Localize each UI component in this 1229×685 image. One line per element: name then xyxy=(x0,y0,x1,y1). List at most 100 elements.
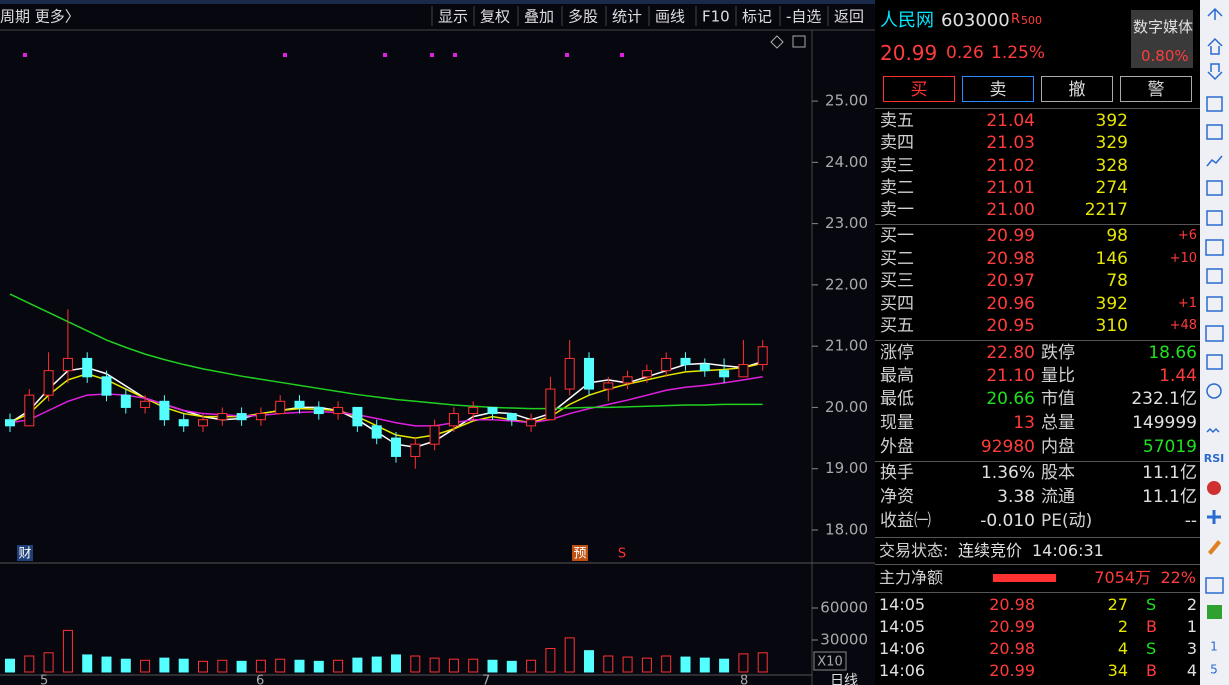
bid-price: 20.95 xyxy=(986,316,1035,336)
candle-body xyxy=(5,419,15,427)
icon-f10[interactable] xyxy=(1205,239,1224,256)
stat-label: 最高 xyxy=(880,366,914,386)
candle-body xyxy=(487,406,498,415)
volume-bar xyxy=(468,658,479,673)
toolbar-button[interactable]: 统计 xyxy=(612,8,642,26)
tick-volume: 27 xyxy=(1107,595,1128,614)
separator xyxy=(875,564,1200,565)
icon-i[interactable] xyxy=(1206,354,1223,370)
candle-body xyxy=(275,400,286,415)
icon-up[interactable] xyxy=(1207,37,1223,55)
stat-label: 现量 xyxy=(880,413,914,433)
icon-k[interactable] xyxy=(1206,427,1220,434)
candle-body xyxy=(584,357,594,390)
icon-pen[interactable] xyxy=(1208,540,1221,555)
toolbar-button[interactable]: -自选 xyxy=(786,8,821,26)
ask-price: 21.01 xyxy=(986,177,1035,198)
ask-price: 21.00 xyxy=(986,200,1035,221)
toolbar-button[interactable]: 复权 xyxy=(480,8,510,26)
toolbar-button[interactable]: 画线 xyxy=(655,8,685,26)
event-badge xyxy=(17,545,33,561)
tick-volume: 34 xyxy=(1107,661,1128,680)
tick-count: 1 xyxy=(1186,617,1197,636)
bid-price: 20.97 xyxy=(986,271,1035,291)
icon-rsi[interactable]: RSI xyxy=(1204,452,1225,465)
flow-label: 主力净额 xyxy=(879,568,944,587)
volume-bar xyxy=(43,652,54,673)
trade-button[interactable]: 卖 xyxy=(962,76,1034,102)
stock-name: 人民网 xyxy=(880,10,934,31)
icon-f12[interactable] xyxy=(1205,325,1224,342)
icon-b[interactable] xyxy=(1206,124,1223,140)
stat-label: 市值 xyxy=(1041,389,1075,409)
candle-body xyxy=(140,400,151,408)
icon-down[interactable] xyxy=(1207,63,1223,81)
candle-body xyxy=(236,413,247,421)
toolbar-button[interactable]: F10 xyxy=(702,8,730,26)
candle-body xyxy=(545,388,556,421)
icon-g[interactable] xyxy=(1206,268,1223,284)
stat-label: 跌停 xyxy=(1041,343,1075,363)
icon-e[interactable] xyxy=(1206,210,1223,226)
bid-change: +6 xyxy=(1177,228,1197,243)
candle-body xyxy=(217,413,228,421)
separator xyxy=(875,461,1200,462)
event-marker: 预 xyxy=(573,547,586,562)
ma-line xyxy=(9,293,763,410)
icon-j[interactable] xyxy=(1206,383,1222,399)
toolbar-button[interactable]: 多股 xyxy=(568,8,598,26)
volume-bar xyxy=(526,659,537,673)
icon-f5[interactable] xyxy=(1205,577,1224,594)
stat-label: 涨停 xyxy=(880,343,914,363)
bid-change: +48 xyxy=(1169,318,1197,333)
icon-c[interactable] xyxy=(1206,155,1223,167)
trade-button[interactable]: 撤 xyxy=(1041,76,1113,102)
volume-bar xyxy=(140,659,151,673)
stat-value: 57019 xyxy=(1142,437,1197,457)
draw-icon[interactable] xyxy=(770,35,784,49)
tick-count: 4 xyxy=(1186,661,1197,680)
separator xyxy=(875,108,1200,109)
icon-1[interactable]: 1 xyxy=(1210,640,1218,654)
icon-h[interactable] xyxy=(1206,296,1223,312)
toolbar-button[interactable]: 标记 xyxy=(742,8,772,26)
candle-body xyxy=(391,437,401,457)
icon-a[interactable] xyxy=(1206,96,1223,112)
volume-bar xyxy=(159,657,170,673)
candle-body xyxy=(564,357,575,390)
volume-bar xyxy=(680,656,691,673)
candle-body xyxy=(719,370,730,378)
icon-d[interactable] xyxy=(1206,180,1223,196)
bid-volume: 146 xyxy=(1095,248,1128,269)
icon-refresh[interactable] xyxy=(1207,605,1222,619)
candle-body xyxy=(661,357,672,372)
stat-label: 外盘 xyxy=(880,437,914,457)
icon-move[interactable] xyxy=(1207,510,1221,524)
bid-price: 20.96 xyxy=(986,293,1035,314)
icon-5[interactable]: 5 xyxy=(1210,663,1218,677)
bid-label: 买五 xyxy=(880,316,914,336)
icon-left[interactable] xyxy=(1207,7,1223,20)
icon-s[interactable] xyxy=(1207,481,1221,495)
tick-time: 14:06 xyxy=(879,661,926,680)
toolbar-button[interactable]: 叠加 xyxy=(524,8,554,26)
side-toolbar: RSI 1 5 xyxy=(1200,0,1229,685)
stat-label: 换手 xyxy=(880,463,914,483)
volume-bar xyxy=(352,657,363,673)
toolbar-button[interactable]: 显示 xyxy=(438,8,468,26)
event-marker: S xyxy=(618,547,626,562)
trade-button[interactable]: 警 xyxy=(1120,76,1192,102)
x-tick-label: 8 xyxy=(740,674,748,685)
sector-box[interactable] xyxy=(1131,10,1193,68)
window-icon[interactable] xyxy=(792,35,806,48)
candle-body xyxy=(352,406,363,427)
candle-body xyxy=(468,406,479,415)
trade-button[interactable]: 买 xyxy=(883,76,955,102)
stat-value: 20.66 xyxy=(986,389,1035,409)
stat-label: 股本 xyxy=(1041,463,1075,483)
toolbar-button[interactable]: 返回 xyxy=(834,8,864,26)
bid-volume: 392 xyxy=(1095,293,1128,314)
volume-bar xyxy=(217,659,228,673)
stat-label: 量比 xyxy=(1041,366,1075,386)
candle-body xyxy=(178,419,189,427)
